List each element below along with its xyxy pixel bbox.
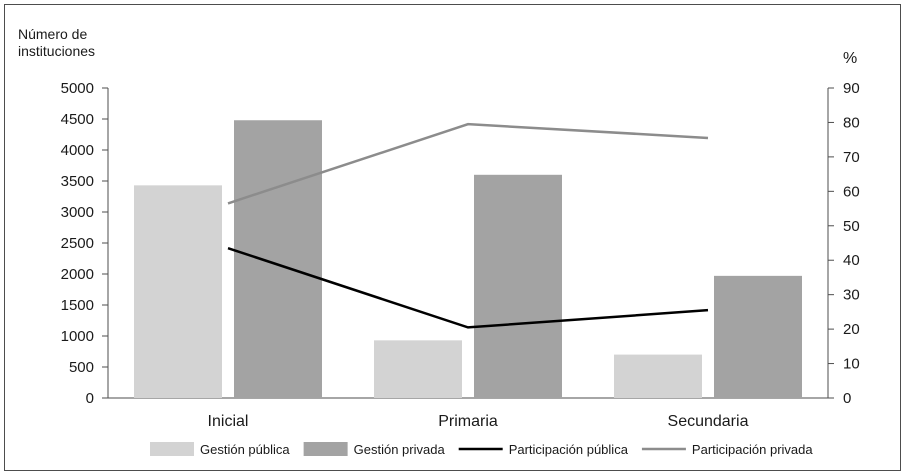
y2-tick-label: 60 bbox=[843, 183, 860, 200]
y-tick-label: 0 bbox=[86, 390, 94, 407]
y2-tick-label: 0 bbox=[843, 390, 851, 407]
legend-swatch bbox=[150, 442, 194, 456]
bar bbox=[234, 120, 322, 399]
y2-tick-label: 50 bbox=[843, 218, 860, 235]
y2-tick-label: 80 bbox=[843, 114, 860, 131]
series-line bbox=[227, 246, 709, 329]
labels: 0500100015002000250030003500400045005000… bbox=[61, 80, 860, 430]
y2-tick-label: 30 bbox=[843, 287, 860, 304]
series-line bbox=[227, 122, 709, 205]
bar bbox=[374, 340, 462, 398]
y-tick-label: 5000 bbox=[61, 80, 94, 97]
x-tick-label: Inicial bbox=[208, 413, 249, 430]
y-tick-label: 2000 bbox=[61, 266, 94, 283]
y-tick-label: 500 bbox=[69, 359, 94, 376]
y-axis-title-line2: instituciones bbox=[18, 43, 96, 59]
y-tick-label: 1000 bbox=[61, 328, 94, 345]
legend-label: Gestión privada bbox=[354, 442, 446, 457]
y-tick-label: 3000 bbox=[61, 204, 94, 221]
legend-swatch bbox=[303, 442, 348, 456]
bar bbox=[714, 275, 802, 398]
x-tick-label: Secundaria bbox=[668, 413, 749, 430]
y2-tick-label: 70 bbox=[843, 149, 860, 166]
bar bbox=[614, 354, 702, 398]
y-tick-label: 1500 bbox=[61, 297, 94, 314]
y2-tick-label: 10 bbox=[843, 356, 860, 373]
lines bbox=[227, 122, 709, 329]
x-tick-label: Primaria bbox=[438, 413, 498, 430]
legend-label: Participación pública bbox=[509, 442, 629, 457]
y2-axis-title: % bbox=[843, 50, 858, 67]
y-tick-label: 4000 bbox=[61, 142, 94, 159]
y-axis-title-line1: Número de bbox=[18, 26, 88, 42]
chart-frame bbox=[4, 4, 901, 471]
legend-label: Participación privada bbox=[692, 442, 813, 457]
bar bbox=[134, 185, 222, 398]
y2-tick-label: 40 bbox=[843, 252, 860, 269]
y2-tick-label: 20 bbox=[843, 321, 860, 338]
legend-label: Gestión pública bbox=[200, 442, 290, 457]
legend: Gestión pública Gestión privada Participac… bbox=[150, 442, 813, 457]
axes bbox=[102, 87, 834, 399]
bars bbox=[134, 120, 802, 399]
y-tick-label: 2500 bbox=[61, 235, 94, 252]
bar bbox=[474, 174, 562, 398]
y2-tick-label: 90 bbox=[843, 80, 860, 97]
y-tick-label: 4500 bbox=[61, 111, 94, 128]
y-tick-label: 3500 bbox=[61, 173, 94, 190]
y-axis-title: Número de instituciones bbox=[18, 26, 95, 60]
